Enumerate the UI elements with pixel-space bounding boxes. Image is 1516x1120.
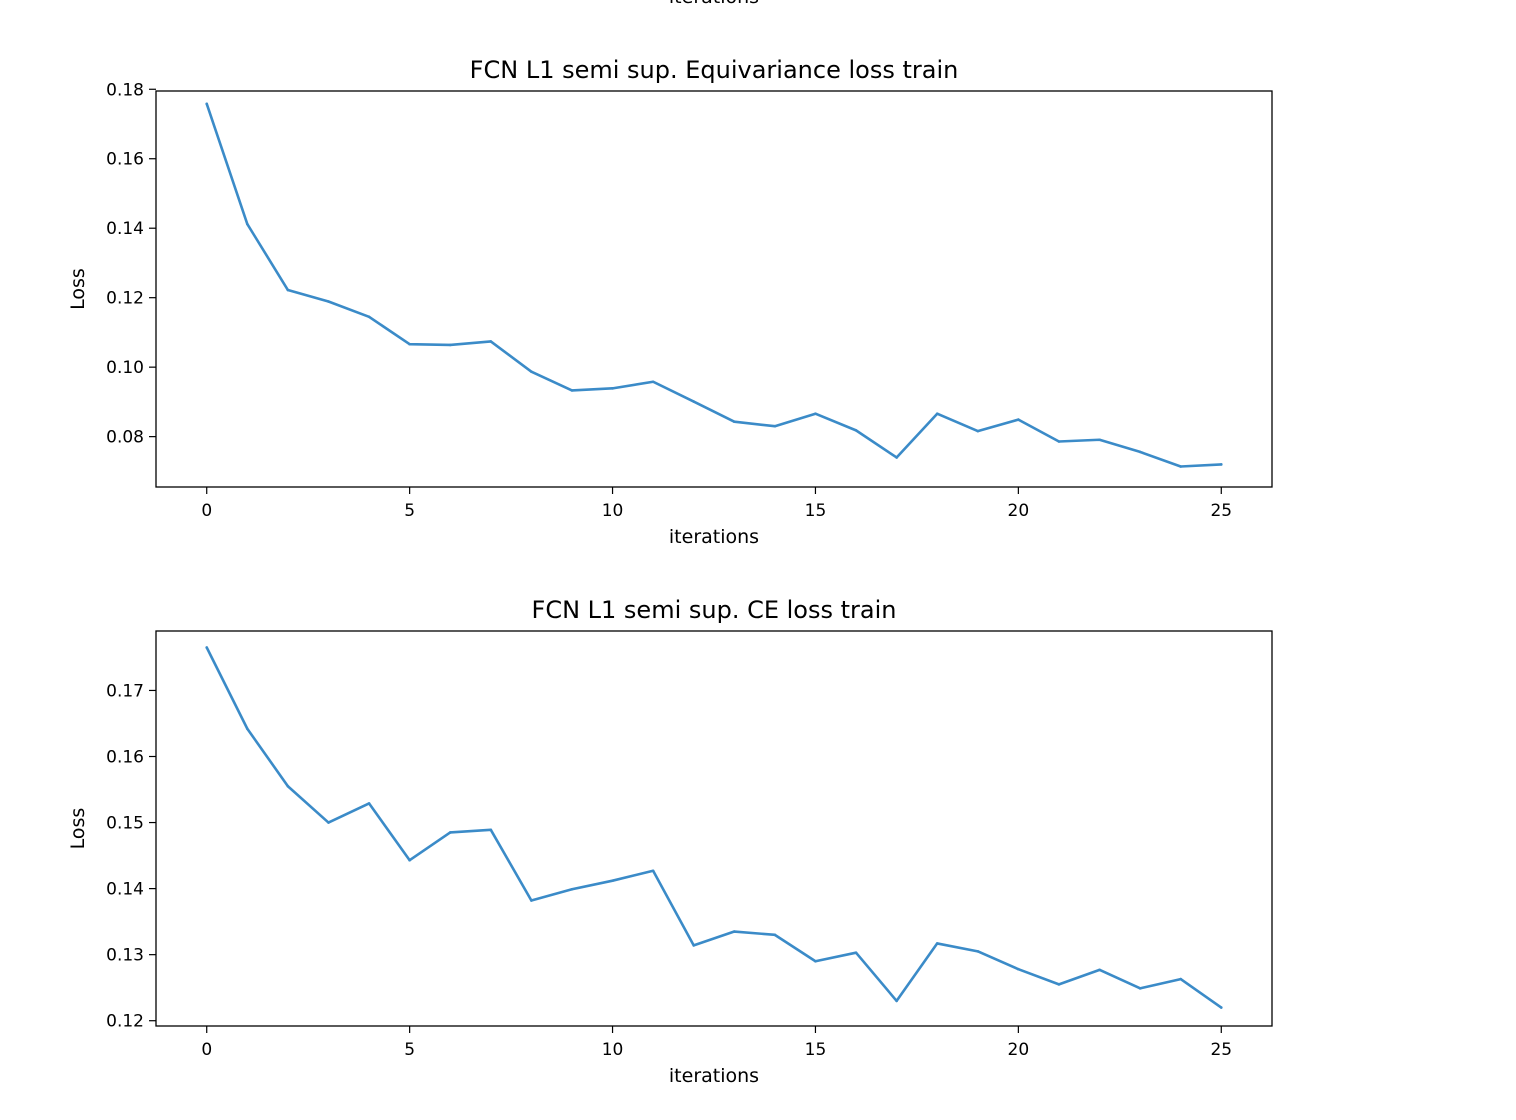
chart-2-data-point-2 — [286, 784, 290, 788]
chart-1-data-point-0 — [205, 102, 209, 106]
chart-2-data-point-4 — [367, 802, 371, 805]
chart-2-ytick-label-5: 0.17 — [106, 681, 144, 701]
chart-2-xtick-label-5: 25 — [1210, 1040, 1232, 1060]
chart-1-xtick-label-3: 15 — [805, 501, 827, 521]
equivariance-loss-chart: FCN L1 semi sup. Equivariance loss train… — [67, 56, 1273, 548]
chart-1-data-point-17 — [895, 456, 898, 459]
chart-2-ytick-label-0: 0.12 — [106, 1012, 144, 1032]
chart-2-xtick-label-1: 5 — [404, 1040, 415, 1060]
chart-2-data-point-8 — [530, 899, 533, 902]
chart-1-plot-frame — [155, 90, 1273, 488]
chart-2-ytick-label-2: 0.14 — [106, 880, 144, 900]
chart-1-data-point-5 — [408, 342, 411, 346]
ce-loss-chart: FCN L1 semi sup. CE loss train 0 5 10 15 20 25… — [67, 596, 1273, 1087]
chart-1-xtick-label-5: 25 — [1210, 501, 1232, 521]
chart-1-ytick-label-3: 0.14 — [106, 219, 144, 239]
chart-1-data-point-18 — [935, 412, 939, 416]
chart-2-data-point-25 — [1219, 1006, 1223, 1009]
chart-2-data-point-21 — [1057, 983, 1061, 986]
chart-1-data-point-8 — [530, 370, 533, 373]
chart-1-data-point-12 — [692, 400, 696, 403]
chart-2-xtick-label-2: 10 — [602, 1040, 624, 1060]
chart-1-data-point-24 — [1179, 465, 1182, 468]
chart-1-xtick-label-0: 0 — [201, 501, 212, 521]
chart-2-xtick-label-3: 15 — [805, 1040, 827, 1060]
chart-2-ytick-label-1: 0.13 — [106, 946, 144, 966]
chart-1-data-point-14 — [773, 424, 777, 428]
chart-1-xlabel: iterations — [669, 526, 759, 548]
chart-1-data-point-21 — [1057, 440, 1061, 443]
chart-2-data-point-11 — [651, 869, 655, 873]
chart-1-series-line — [205, 102, 1223, 468]
chart-2-data-point-10 — [611, 879, 614, 882]
chart-1-xtick-label-4: 20 — [1008, 501, 1030, 521]
chart-1-data-point-19 — [976, 429, 980, 433]
chart-2-data-point-18 — [935, 942, 939, 945]
chart-2-data-point-3 — [327, 821, 330, 824]
chart-2-data-point-24 — [1179, 977, 1182, 981]
chart-2-data-point-13 — [732, 930, 736, 933]
chart-1-ytick-label-1: 0.10 — [106, 358, 144, 378]
chart-2-data-point-1 — [246, 727, 249, 731]
chart-1-data-point-2 — [286, 288, 290, 292]
chart-2-data-point-14 — [773, 933, 777, 937]
chart-2-data-point-0 — [205, 646, 209, 649]
chart-1-xtick-label-1: 5 — [404, 501, 415, 521]
chart-2-data-point-16 — [854, 951, 858, 954]
previous-chart-xlabel-fragment: iterations — [669, 0, 759, 8]
chart-2-ytick-label-4: 0.16 — [106, 748, 144, 768]
chart-2-xtick-label-4: 20 — [1008, 1040, 1030, 1060]
chart-2-data-point-15 — [814, 959, 817, 963]
chart-2-data-point-7 — [489, 828, 493, 832]
chart-1-title: FCN L1 semi sup. Equivariance loss train — [470, 56, 959, 84]
chart-1-ytick-label-0: 0.08 — [106, 428, 144, 448]
chart-2-plot-frame — [155, 630, 1273, 1027]
chart-1-data-point-11 — [651, 380, 655, 384]
chart-2-series-line — [205, 646, 1223, 1009]
chart-2-data-point-17 — [895, 999, 898, 1003]
chart-2-title: FCN L1 semi sup. CE loss train — [532, 596, 897, 624]
chart-1-data-point-20 — [1017, 418, 1020, 421]
chart-2-data-point-5 — [408, 858, 411, 862]
chart-2-ytick-label-3: 0.15 — [106, 814, 144, 834]
chart-1-data-point-25 — [1219, 463, 1223, 466]
chart-2-data-point-23 — [1138, 987, 1142, 990]
chart-1-data-point-7 — [489, 340, 493, 343]
chart-1-ytick-label-2: 0.12 — [106, 289, 144, 309]
chart-2-data-point-20 — [1017, 967, 1020, 971]
chart-1-data-point-4 — [367, 315, 371, 319]
chart-1-data-point-22 — [1098, 438, 1101, 442]
chart-1-data-point-13 — [732, 420, 736, 423]
chart-2-data-point-6 — [448, 831, 452, 834]
chart-2-xtick-label-0: 0 — [201, 1040, 212, 1060]
chart-2-data-point-22 — [1098, 968, 1101, 972]
chart-1-ylabel: Loss — [67, 268, 89, 310]
chart-1-data-point-10 — [611, 387, 614, 390]
chart-1-ytick-label-4: 0.16 — [106, 150, 144, 170]
chart-2-data-point-9 — [570, 887, 574, 891]
chart-1-ytick-label-5: 0.18 — [106, 80, 144, 100]
chart-2-ylabel: Loss — [67, 808, 89, 850]
chart-1-data-point-16 — [854, 429, 858, 432]
chart-1-data-point-15 — [814, 412, 817, 416]
chart-1-data-point-3 — [327, 300, 330, 303]
chart-2-xlabel: iterations — [669, 1065, 759, 1087]
chart-1-xtick-label-2: 10 — [602, 501, 624, 521]
chart-1-data-point-6 — [448, 343, 452, 347]
chart-2-data-point-12 — [692, 944, 696, 947]
chart-2-data-point-19 — [976, 950, 980, 953]
chart-1-data-point-23 — [1138, 450, 1142, 454]
chart-1-data-point-9 — [570, 389, 574, 392]
chart-1-data-point-1 — [246, 222, 249, 226]
